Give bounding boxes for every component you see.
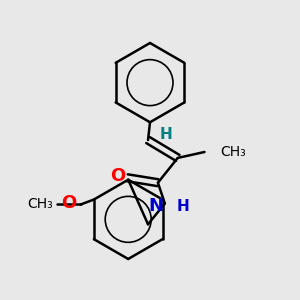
Text: CH₃: CH₃: [27, 197, 53, 212]
Text: O: O: [110, 167, 125, 185]
Text: N: N: [148, 197, 163, 215]
Text: H: H: [176, 199, 189, 214]
Text: O: O: [61, 194, 77, 211]
Text: H: H: [160, 127, 172, 142]
Text: CH₃: CH₃: [220, 145, 246, 159]
